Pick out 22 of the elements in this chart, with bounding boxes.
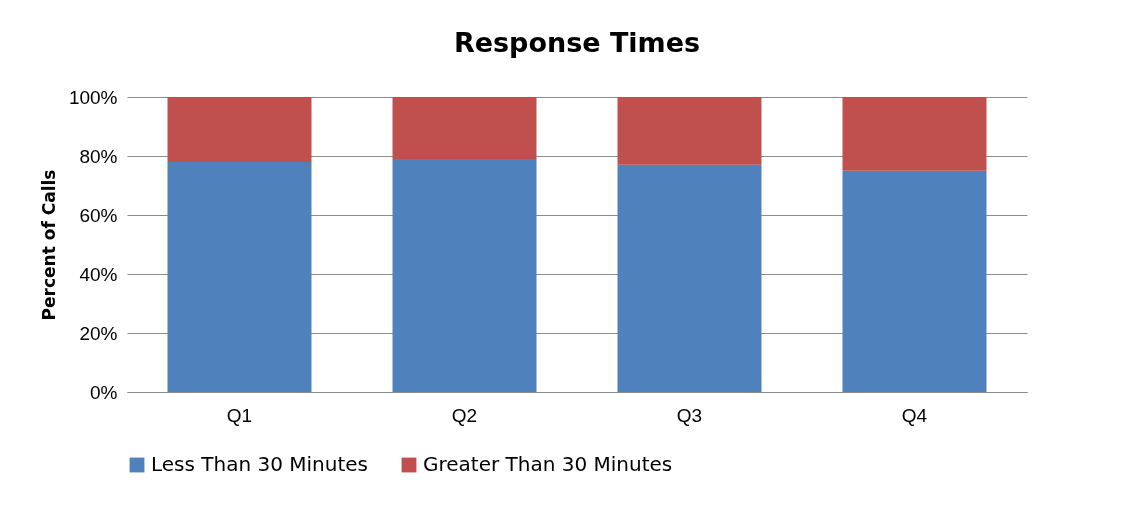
bar	[167, 161, 312, 392]
y-tick-label: 20%	[79, 322, 118, 344]
legend-label: Less Than 30 Minutes	[151, 452, 369, 476]
bar	[167, 97, 312, 162]
bar	[842, 97, 987, 171]
bar	[617, 97, 762, 165]
y-tick-label: 80%	[79, 145, 118, 167]
x-tick-label: Q1	[226, 404, 253, 426]
y-tick-label: 100%	[68, 86, 118, 108]
legend-label: Greater Than 30 Minutes	[423, 452, 673, 476]
x-tick-label: Q3	[676, 404, 703, 426]
y-tick-label: 40%	[79, 263, 118, 285]
bar	[617, 164, 762, 392]
y-axis-title: Percent of Calls	[38, 169, 59, 321]
y-tick-label: 60%	[79, 204, 118, 226]
y-tick-label: 0%	[90, 381, 118, 403]
x-tick-label: Q4	[901, 404, 928, 426]
bar	[392, 97, 537, 159]
bar	[392, 158, 537, 392]
bar	[842, 170, 987, 392]
chart-title: Response Times	[453, 27, 701, 58]
x-tick-label: Q2	[451, 404, 478, 426]
